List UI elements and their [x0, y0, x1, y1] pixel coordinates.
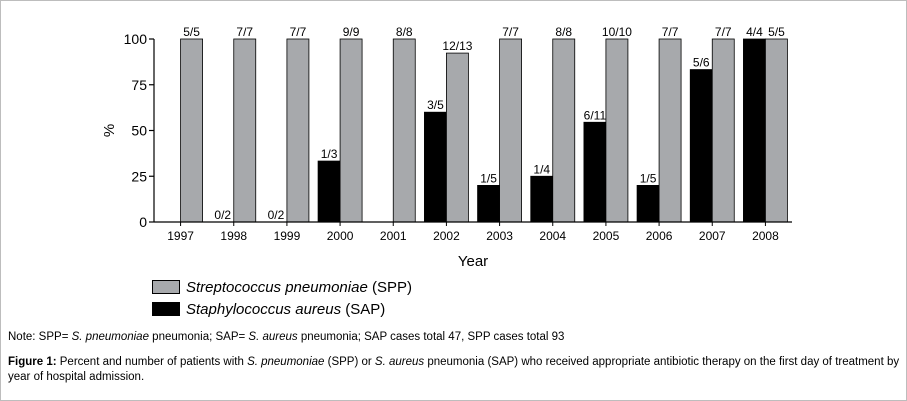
bar-spp-1997	[180, 38, 203, 223]
x-tick-label-2005: 2005	[593, 229, 620, 243]
data-label-spp-2007: 7/7	[715, 25, 732, 39]
data-label-sap-2004: 1/4	[533, 162, 550, 176]
y-tick-label-100: 100	[124, 31, 148, 47]
data-label-sap-2005: 6/11	[584, 108, 607, 122]
caption-sap: S. aureus	[374, 356, 425, 368]
labels-layer: 5/5 1997 0/2 7/7 1998 0/2 7/7 1999 1/3 9/9 2000 8/8…	[101, 25, 785, 270]
note-suffix: pneumonia; SAP cases total 47, SPP cases…	[297, 331, 565, 343]
x-tick-label-2003: 2003	[486, 229, 513, 243]
data-label-sap-2008: 4/4	[746, 25, 763, 39]
data-label-spp-1997: 5/5	[183, 25, 200, 39]
legend-label-sap-abbr: (SAP)	[341, 300, 386, 318]
bar-spp-2005	[605, 38, 629, 223]
y-tick-label-50: 50	[131, 123, 147, 139]
x-tick-label-2002: 2002	[433, 229, 460, 243]
bar-sap-2002	[424, 111, 447, 223]
data-label-spp-1998: 7/7	[236, 25, 253, 39]
y-tick-label-0: 0	[139, 214, 147, 230]
bar-spp-2006	[658, 38, 682, 223]
bar-spp-2008	[765, 38, 788, 223]
data-label-spp-2000: 9/9	[343, 25, 360, 39]
legend-swatch-sap	[152, 302, 180, 316]
bar-sap-2003	[477, 184, 500, 223]
data-label-spp-1999: 7/7	[290, 25, 307, 39]
x-tick-label-2008: 2008	[752, 229, 779, 243]
legend-label-spp-abbr: (SPP)	[367, 278, 412, 296]
data-label-sap-2003: 1/5	[480, 171, 497, 185]
bar-spp-2003	[499, 38, 522, 223]
figure-caption: Figure 1: Percent and number of patients…	[8, 355, 900, 385]
data-label-spp-2003: 7/7	[502, 25, 519, 39]
data-label-spp-2006: 7/7	[662, 25, 679, 39]
data-label-spp-2008: 5/5	[768, 25, 785, 39]
data-label-sap-2002: 3/5	[427, 98, 444, 112]
bar-spp-2002	[446, 52, 469, 223]
caption-text-1: Percent and number of patients with	[56, 356, 248, 368]
note: Note: SPP= S. pneumoniae pneumonia; SAP=…	[8, 331, 564, 343]
caption-label: Figure 1:	[8, 356, 57, 368]
bar-spp-1999	[286, 38, 310, 223]
bar-spp-2000	[339, 38, 363, 223]
x-tick-label-2007: 2007	[699, 229, 726, 243]
data-label-sap-2000: 1/3	[321, 147, 338, 161]
bar-sap-2006	[636, 184, 660, 223]
bar-sap-2008	[743, 38, 766, 223]
note-spp: S. pneumoniae	[71, 331, 149, 343]
bar-sap-2004	[530, 175, 554, 223]
bars-layer	[180, 38, 788, 223]
legend-item-sap: Staphylococcus aureus (SAP)	[152, 298, 412, 320]
data-label-spp-2001: 8/8	[396, 25, 413, 39]
legend-label-spp-name: Streptococcus pneumoniae	[186, 278, 368, 296]
x-tick-label-2004: 2004	[539, 229, 566, 243]
caption-spp: S. pneumoniae	[247, 356, 325, 368]
data-label-spp-2004: 8/8	[555, 25, 572, 39]
x-axis-title: Year	[458, 253, 488, 270]
bar-spp-1998	[233, 38, 257, 223]
legend: Streptococcus pneumoniae (SPP) Staphyloc…	[152, 276, 412, 320]
x-tick-label-2001: 2001	[380, 229, 407, 243]
data-label-spp-2002: 12/13	[442, 39, 472, 53]
data-label-sap-1998: 0/2	[214, 208, 231, 222]
bar-chart: 5/5 1997 0/2 7/7 1998 0/2 7/7 1999 1/3 9/9 2000 8/8…	[101, 25, 792, 270]
bar-sap-2000	[317, 160, 341, 223]
bar-sap-2007	[689, 69, 713, 223]
bar-spp-2004	[552, 38, 576, 223]
x-tick-label-2006: 2006	[646, 229, 673, 243]
bar-spp-2001	[392, 38, 416, 223]
y-axis-title: %	[101, 124, 118, 137]
note-mid: pneumonia; SAP=	[148, 331, 249, 343]
y-tick-label-75: 75	[131, 77, 147, 93]
legend-swatch-spp	[152, 280, 180, 294]
x-tick-label-1997: 1997	[167, 229, 194, 243]
data-label-spp-2005: 10/10	[602, 25, 632, 39]
bar-sap-2005	[583, 121, 607, 223]
axes-layer	[149, 38, 792, 226]
data-label-sap-2007: 5/6	[693, 56, 710, 70]
data-label-sap-2006: 1/5	[640, 171, 657, 185]
x-tick-label-2000: 2000	[327, 229, 354, 243]
legend-label-sap-name: Staphylococcus aureus	[186, 300, 342, 318]
bar-spp-2007	[711, 38, 735, 223]
y-tick-label-25: 25	[131, 168, 147, 184]
legend-item-spp: Streptococcus pneumoniae (SPP)	[152, 276, 412, 298]
note-prefix: Note: SPP=	[8, 331, 72, 343]
x-tick-label-1999: 1999	[274, 229, 301, 243]
note-sap: S. aureus	[248, 331, 298, 343]
caption-text-2: (SPP) or	[324, 356, 375, 368]
caption-text-3: pneumonia (SAP) who received appropriate…	[8, 356, 900, 383]
x-tick-label-1998: 1998	[220, 229, 247, 243]
data-label-sap-1999: 0/2	[268, 208, 285, 222]
